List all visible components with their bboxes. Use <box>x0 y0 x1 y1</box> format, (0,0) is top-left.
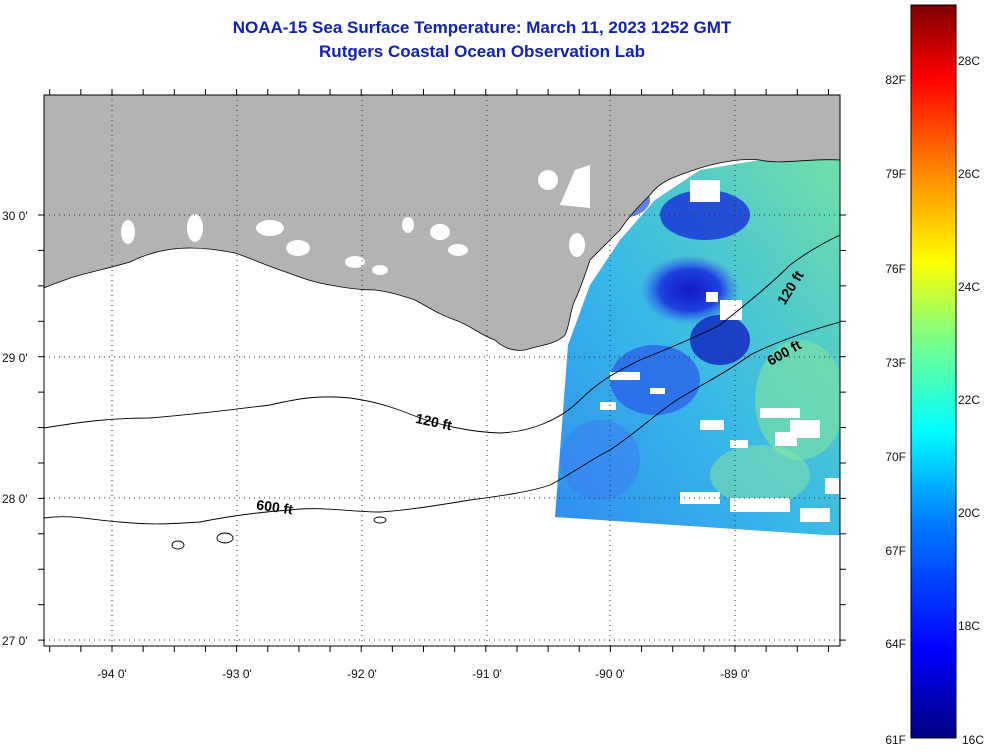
bathymetry-contours <box>44 234 840 550</box>
colorbar-f-label: 82F <box>885 73 906 87</box>
colorbar-f-label: 61F <box>885 733 906 747</box>
colorbar-c-label: 24C <box>958 280 980 294</box>
colorbar-f-label: 64F <box>885 637 906 651</box>
colorbar-c-label: 28C <box>958 54 980 68</box>
colorbar-f-label: 79F <box>885 167 906 181</box>
lat-tick-label: 29 0' <box>2 351 28 365</box>
colorbar-f-label: 76F <box>885 262 906 276</box>
colorbar-f-label: 70F <box>885 450 906 464</box>
latitude-axis: 30 0' 29 0' 28 0' 27 0' <box>2 209 28 648</box>
longitude-axis: -94 0' -93 0' -92 0' -91 0' -90 0' -89 0… <box>97 667 750 681</box>
colorbar-gradient <box>910 4 957 739</box>
lat-tick-label: 30 0' <box>2 209 28 223</box>
axis-minor-ticks <box>38 89 846 652</box>
lon-tick-label: -92 0' <box>347 667 377 681</box>
lat-tick-label: 28 0' <box>2 492 28 506</box>
lat-tick-label: 27 0' <box>2 634 28 648</box>
land <box>44 95 840 351</box>
temperature-colorbar: 82F 79F 76F 73F 70F 67F 64F 61F 28C 26C … <box>885 4 984 747</box>
lon-tick-label: -90 0' <box>595 667 625 681</box>
grid-lines <box>44 95 840 646</box>
colorbar-c-label: 18C <box>958 619 980 633</box>
map-title: NOAA-15 Sea Surface Temperature: March 1… <box>232 18 732 37</box>
contour-label-600ft: 600 ft <box>255 496 294 517</box>
colorbar-f-label: 73F <box>885 356 906 370</box>
lon-tick-label: -93 0' <box>222 667 252 681</box>
colorbar-c-label: 22C <box>958 393 980 407</box>
colorbar-f-label: 67F <box>885 544 906 558</box>
lon-tick-label: -94 0' <box>97 667 127 681</box>
colorbar-c-label: 26C <box>958 167 980 181</box>
lon-tick-label: -91 0' <box>472 667 502 681</box>
map-subtitle: Rutgers Coastal Ocean Observation Lab <box>319 42 645 61</box>
colorbar-c-label: 16C <box>962 733 984 747</box>
map-frame <box>43 94 841 647</box>
lon-tick-label: -89 0' <box>720 667 750 681</box>
contour-label-120ft: 120 ft <box>414 410 453 433</box>
colorbar-c-label: 20C <box>958 506 980 520</box>
